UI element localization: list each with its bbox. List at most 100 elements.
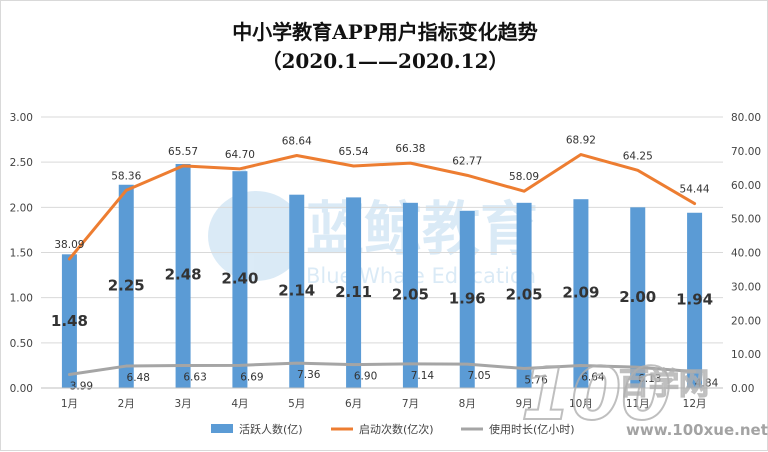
x-tick-label: 6月 (345, 398, 362, 410)
usage-time-data-label: 7.14 (411, 370, 435, 382)
x-tick-label: 8月 (459, 398, 476, 410)
x-tick-label: 10月 (569, 398, 593, 410)
left-axis: 0.00 0.50 1.00 1.50 2.00 2.50 3.00 (10, 112, 33, 395)
left-tick-label: 0.50 (10, 338, 33, 350)
x-tick-label: 5月 (288, 398, 305, 410)
bar-series (61, 163, 703, 388)
bar (687, 212, 703, 388)
bar (118, 184, 134, 388)
launch-count-data-label: 64.70 (225, 149, 255, 161)
right-tick-label: 10.00 (731, 349, 761, 361)
launch-count-data-label: 64.25 (623, 150, 653, 162)
launch-count-data-label: 58.09 (509, 171, 539, 183)
usage-time-data-label: 6.64 (581, 372, 605, 384)
bar-data-label: 2.09 (562, 284, 599, 302)
usage-time-data-label: 3.99 (70, 380, 93, 392)
left-tick-label: 2.50 (10, 157, 33, 169)
launch-count-line (67, 153, 697, 261)
launch-count-data-label: 65.54 (339, 146, 369, 158)
right-tick-label: 60.00 (731, 180, 761, 192)
bar-data-label: 2.48 (165, 266, 202, 284)
usage-time-data-label: 6.90 (354, 371, 377, 383)
bar (402, 202, 418, 388)
bar-data-label: 2.14 (278, 281, 315, 299)
bar-data-label: 2.25 (108, 276, 145, 294)
data-labels: 1.48 2.25 2.48 2.40 2.14 2.11 2.05 1.96 2.05 2.09… (51, 135, 719, 393)
legend-entry: 活跃人数(亿) (239, 422, 303, 436)
bar (289, 194, 305, 388)
usage-time-data-label: 6.69 (240, 371, 263, 383)
bar-data-label: 2.05 (392, 286, 429, 304)
usage-time-data-label: 5.76 (524, 374, 548, 386)
watermark-subtext: Blue Whale Education (306, 264, 536, 288)
whale-icon (208, 191, 304, 281)
launch-count-data-label: 38.09 (54, 239, 84, 251)
bar-data-label: 1.94 (676, 291, 713, 309)
x-axis: 1月 2月 3月 4月 5月 6月 7月 8月 9月 10月 11月 12月 (41, 387, 723, 410)
bar-data-label: 2.40 (221, 269, 258, 287)
legend: 活跃人数(亿) 启动次数(亿次) 使用时长(亿小时) (211, 422, 575, 436)
corner-logo-number: 100 (521, 352, 671, 436)
right-tick-label: 80.00 (731, 112, 761, 124)
x-tick-label: 7月 (402, 398, 419, 410)
watermark-logo: 蓝鲸教育 Blue Whale Education (208, 167, 538, 288)
corner-logo-chars: 百学网 (619, 367, 709, 402)
bar (573, 199, 589, 388)
chart-subtitle: （2020.1——2020.12） (261, 49, 508, 73)
bar-data-label: 1.96 (449, 290, 486, 308)
bar (61, 254, 77, 388)
x-tick-label: 3月 (174, 398, 191, 410)
gridlines (41, 116, 723, 389)
left-tick-label: 0.00 (10, 383, 33, 395)
x-tick-label: 2月 (118, 398, 135, 410)
corner-logo: 100 百学网 www.100xue.net (520, 351, 768, 439)
launch-count-data-label: 65.57 (168, 146, 198, 158)
usage-time-data-label: 4.84 (695, 378, 719, 390)
launch-count-data-label: 68.92 (566, 135, 596, 147)
legend-entry: 使用时长(亿小时) (489, 423, 575, 436)
x-tick-label: 9月 (515, 398, 532, 410)
x-tick-label: 1月 (61, 398, 78, 410)
bar (516, 202, 532, 388)
usage-time-data-label: 7.36 (297, 369, 321, 381)
corner-logo-url: www.100xue.net (626, 421, 768, 439)
right-tick-label: 0.00 (731, 383, 754, 395)
right-axis: 0.00 10.00 20.00 30.00 40.00 50.00 60.00 70.00 8… (731, 112, 761, 395)
x-tick-label: 4月 (231, 398, 248, 410)
usage-time-data-label: 7.05 (468, 370, 491, 382)
left-tick-label: 1.50 (10, 248, 33, 260)
bar-data-label: 2.00 (619, 288, 656, 306)
usage-time-data-label: 6.63 (183, 372, 206, 384)
x-tick-label: 11月 (626, 398, 650, 410)
legend-entry: 启动次数(亿次) (359, 422, 434, 436)
legend-swatch-bar (211, 424, 233, 433)
usage-time-data-label: 6.13 (638, 373, 661, 385)
launch-count-data-label: 54.44 (680, 184, 710, 196)
launch-count-data-label: 68.64 (282, 135, 312, 147)
bar (175, 163, 191, 388)
left-tick-label: 1.00 (10, 293, 33, 305)
bar-data-label: 1.48 (51, 312, 88, 330)
right-tick-label: 70.00 (731, 146, 761, 158)
usage-time-data-label: 6.48 (127, 372, 150, 384)
launch-count-data-label: 62.77 (452, 155, 482, 167)
right-tick-label: 20.00 (731, 315, 761, 327)
bar (346, 197, 362, 388)
usage-time-line (67, 361, 697, 376)
bar (630, 207, 646, 388)
line-series (67, 153, 697, 376)
chart-title: 中小学教育APP用户指标变化趋势 (232, 20, 538, 44)
bar-data-label: 2.05 (506, 286, 543, 304)
right-tick-label: 40.00 (731, 248, 761, 260)
left-tick-label: 2.00 (10, 202, 33, 214)
watermark-text: 蓝鲸教育 (306, 195, 538, 263)
right-tick-label: 50.00 (731, 214, 761, 226)
launch-count-data-label: 58.36 (111, 170, 141, 182)
bar (232, 171, 248, 388)
x-tick-label: 12月 (683, 398, 707, 410)
right-tick-label: 30.00 (731, 281, 761, 293)
bar-data-label: 2.11 (335, 283, 372, 301)
launch-count-data-label: 66.38 (395, 143, 425, 155)
